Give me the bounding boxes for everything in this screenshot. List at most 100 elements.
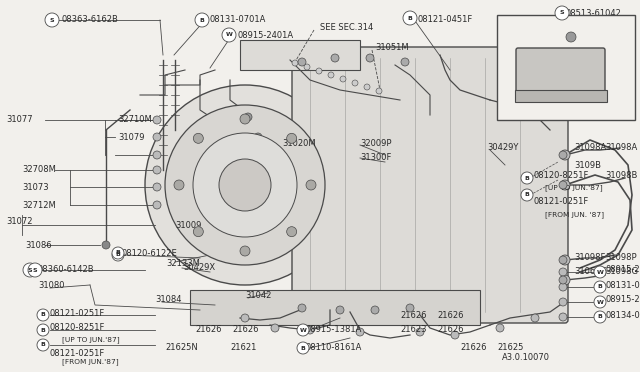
Circle shape [304,64,310,70]
Circle shape [401,58,409,66]
Bar [240,40,360,70]
Circle shape [112,249,124,261]
Text: 08120-6122E: 08120-6122E [122,248,178,257]
Text: 21626: 21626 [437,326,463,334]
Text: 31098F: 31098F [574,253,605,263]
Circle shape [531,314,539,322]
Text: [UP TO JUN.'87]: [UP TO JUN.'87] [545,185,603,191]
Text: 08513-61042: 08513-61042 [565,9,621,17]
Text: S: S [560,10,564,16]
Text: 32712M: 32712M [22,201,56,209]
Text: B: B [598,285,602,289]
Text: B: B [598,314,602,320]
Circle shape [331,54,339,62]
Text: 32708M: 32708M [22,166,56,174]
Text: 08915-1381A: 08915-1381A [305,326,362,334]
Text: 08120-8251F: 08120-8251F [533,170,588,180]
Circle shape [521,189,533,201]
Text: 32710M: 32710M [118,115,152,125]
Circle shape [560,275,570,285]
Circle shape [45,13,59,27]
Circle shape [559,298,567,306]
Text: 08121-0451F: 08121-0451F [418,16,473,25]
Text: 30429X: 30429X [183,263,215,272]
Text: 31077: 31077 [6,115,33,125]
Circle shape [560,255,570,265]
Text: B: B [525,176,529,180]
Text: 31063G: 31063G [574,267,607,276]
Text: B: B [40,327,45,333]
Text: B: B [40,343,45,347]
Circle shape [219,159,271,211]
Circle shape [371,306,379,314]
Circle shape [240,114,250,124]
Circle shape [406,304,414,312]
Text: 08131-0551A: 08131-0551A [606,280,640,289]
Text: W: W [225,32,232,38]
Text: B: B [116,253,120,257]
Text: 31084: 31084 [155,295,182,305]
Text: 21625N: 21625N [165,343,198,353]
Circle shape [366,54,374,62]
Text: 08915-2401A: 08915-2401A [606,266,640,275]
Circle shape [165,105,325,265]
Text: 08121-0251F: 08121-0251F [50,308,105,317]
Text: 31098G: 31098G [605,267,638,276]
Circle shape [340,76,346,82]
Text: B: B [116,250,120,256]
Circle shape [37,324,49,336]
Circle shape [559,181,567,189]
Bar [190,290,480,325]
Text: 08134-0851A: 08134-0851A [606,311,640,320]
Text: 31042: 31042 [245,292,271,301]
Text: 08131-0701A: 08131-0701A [210,16,266,25]
Circle shape [559,151,567,159]
Circle shape [271,324,279,332]
Text: 31098A: 31098A [574,142,606,151]
Text: 21626: 21626 [437,311,463,320]
Circle shape [102,241,110,249]
Text: [FROM JUN.'87]: [FROM JUN.'87] [62,359,119,365]
Circle shape [37,339,49,351]
Circle shape [153,116,161,124]
Text: 21621: 21621 [230,343,257,353]
Circle shape [521,172,533,184]
Circle shape [292,60,298,66]
Text: 31079: 31079 [118,132,145,141]
Text: [FROM JUN. '87]: [FROM JUN. '87] [545,212,604,218]
Text: 30429Y: 30429Y [487,144,518,153]
Text: 31080: 31080 [38,280,65,289]
Circle shape [566,32,576,42]
Circle shape [306,326,314,334]
Text: S: S [33,267,37,273]
Circle shape [195,13,209,27]
Circle shape [559,283,567,291]
Circle shape [241,314,249,322]
Circle shape [559,256,567,264]
Text: B: B [200,17,204,22]
Text: 21626: 21626 [400,311,426,320]
Circle shape [559,276,567,284]
Bar [497,15,635,120]
Text: [UP TO JUN.'87]: [UP TO JUN.'87] [62,337,120,343]
Circle shape [297,342,309,354]
Text: 31051M: 31051M [375,44,408,52]
Text: 31098B: 31098B [605,170,637,180]
Circle shape [496,324,504,332]
Circle shape [153,151,161,159]
Text: SEE SEC.314: SEE SEC.314 [320,23,373,32]
Text: S: S [50,17,54,22]
Circle shape [193,227,204,237]
Text: 08110-8161A: 08110-8161A [305,343,362,353]
Circle shape [594,266,606,278]
Circle shape [37,309,49,321]
FancyBboxPatch shape [292,47,568,323]
Circle shape [193,133,204,143]
Circle shape [555,6,569,20]
Circle shape [328,72,334,78]
Circle shape [254,133,262,141]
Circle shape [297,324,309,336]
Text: 08121-0251F: 08121-0251F [50,349,105,357]
Text: 08915-2401A: 08915-2401A [238,31,294,39]
Text: B: B [301,346,305,350]
